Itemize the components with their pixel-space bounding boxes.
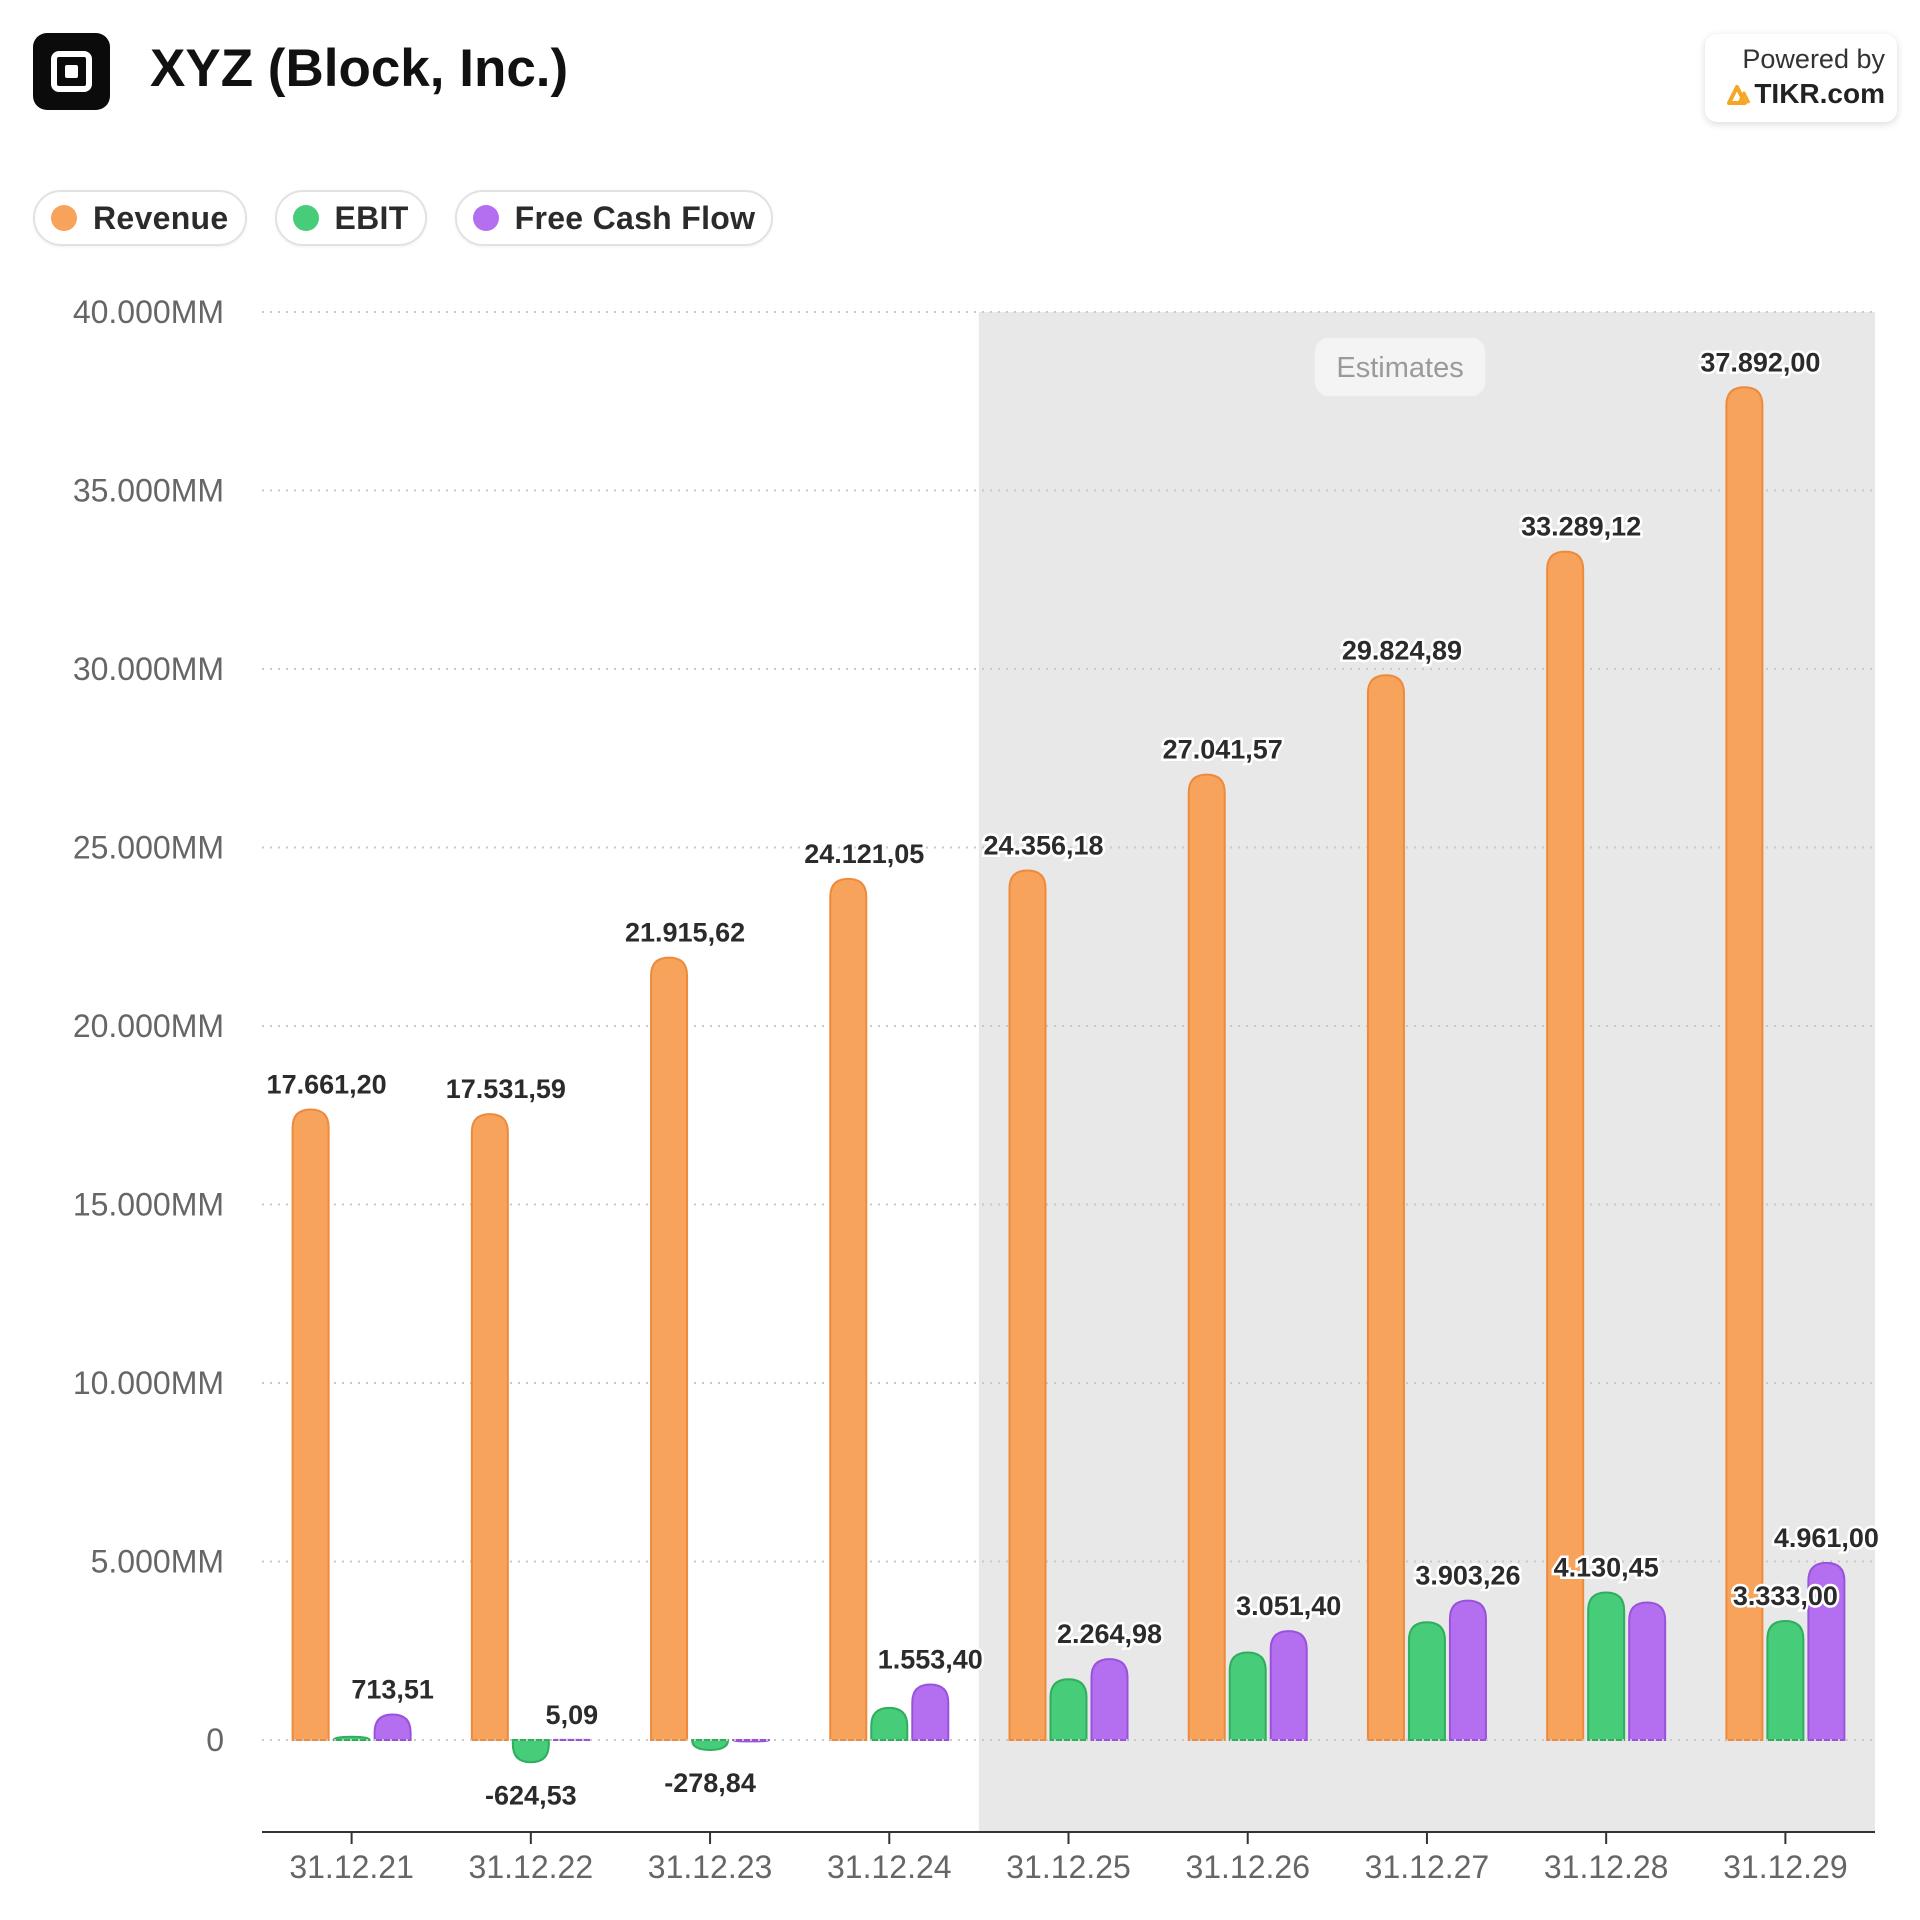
data-label: 4.130,45 (1554, 1553, 1659, 1583)
data-label: -624,53 (485, 1780, 577, 1810)
data-label: 17.661,20 (267, 1069, 387, 1099)
data-label: 21.915,62 (625, 918, 745, 948)
data-label: 29.824,89 (1342, 635, 1462, 665)
legend-label: Revenue (93, 199, 229, 236)
y-tick-label: 15.000MM (73, 1187, 224, 1223)
data-label: 3.051,40 (1236, 1591, 1341, 1621)
revenue-bar[interactable] (1008, 869, 1047, 1741)
data-label: 27.041,57 (1163, 735, 1283, 765)
free-cash-flow-bar[interactable] (373, 1713, 412, 1741)
ebit-dot-icon (292, 205, 319, 231)
y-tick-label: 40.000MM (73, 294, 224, 330)
estimates-label: Estimates (1336, 352, 1463, 384)
free-cash-flow-bar[interactable] (1628, 1601, 1667, 1741)
revenue-bar[interactable] (1725, 386, 1764, 1741)
revenue-bar[interactable] (470, 1113, 509, 1741)
ebit-bar[interactable] (691, 1739, 730, 1751)
powered-by-badge[interactable]: Powered by TIKR.com (1705, 34, 1897, 122)
legend-label: EBIT (334, 199, 409, 236)
data-label: 713,51 (351, 1675, 434, 1705)
ebit-bar[interactable] (1049, 1678, 1088, 1741)
free-cash-flow-dot-icon (472, 205, 499, 231)
revenue-bar[interactable] (829, 877, 868, 1741)
powered-by-text: Powered by (1742, 44, 1885, 74)
x-tick-label: 31.12.27 (1365, 1849, 1490, 1885)
y-tick-label: 35.000MM (73, 473, 224, 509)
data-label: 24.121,05 (804, 839, 924, 869)
x-tick-label: 31.12.24 (827, 1849, 952, 1885)
data-label: 2.264,98 (1057, 1619, 1162, 1649)
data-label: 1.553,40 (878, 1645, 983, 1675)
data-label: 3.333,00 (1733, 1581, 1838, 1611)
x-tick-label: 31.12.22 (469, 1849, 594, 1885)
data-label: 4.961,00 (1774, 1523, 1879, 1553)
x-tick-label: 31.12.29 (1723, 1849, 1848, 1885)
data-label: 37.892,00 (1700, 347, 1820, 377)
y-tick-label: 0 (206, 1722, 224, 1758)
data-label: 24.356,18 (983, 830, 1103, 860)
data-label: 17.531,59 (446, 1074, 566, 1104)
y-tick-label: 30.000MM (73, 651, 224, 687)
legend-item-revenue[interactable]: Revenue (33, 190, 247, 246)
x-tick-label: 31.12.26 (1185, 1849, 1310, 1885)
estimates-badge (1314, 337, 1486, 397)
chart-legend: Revenue EBIT Free Cash Flow (33, 190, 774, 246)
revenue-bar[interactable] (1546, 550, 1585, 1741)
data-label: 33.289,12 (1521, 512, 1641, 542)
free-cash-flow-bar[interactable] (1448, 1599, 1487, 1741)
legend-item-ebit[interactable]: EBIT (274, 190, 427, 246)
legend-label: Free Cash Flow (514, 199, 756, 236)
revenue-bar[interactable] (1366, 674, 1405, 1741)
data-label: 5,09 (546, 1700, 599, 1730)
legend-item-free-cash-flow[interactable]: Free Cash Flow (454, 190, 774, 246)
ebit-bar[interactable] (1587, 1591, 1626, 1741)
revenue-bar[interactable] (650, 956, 689, 1741)
revenue-dot-icon (51, 205, 77, 231)
brand-label: TIKR.com (1754, 78, 1885, 109)
x-tick-label: 31.12.25 (1006, 1849, 1131, 1885)
x-tick-label: 31.12.28 (1544, 1849, 1669, 1885)
tikr-logo-icon (1727, 85, 1751, 105)
page-title: XYZ (Block, Inc.) (150, 39, 569, 98)
ebit-bar[interactable] (1766, 1620, 1805, 1741)
x-tick-label: 31.12.23 (648, 1849, 773, 1885)
data-label: 3.903,26 (1415, 1561, 1520, 1591)
ebit-bar[interactable] (870, 1706, 909, 1741)
y-tick-label: 20.000MM (73, 1008, 224, 1044)
revenue-bar[interactable] (1187, 773, 1226, 1741)
free-cash-flow-bar[interactable] (911, 1683, 950, 1741)
chart-header: XYZ (Block, Inc.) Powered by TIKR.com (0, 0, 1920, 140)
y-tick-label: 5.000MM (91, 1544, 224, 1580)
ebit-bar[interactable] (1228, 1651, 1267, 1741)
data-label: -278,84 (664, 1768, 756, 1798)
free-cash-flow-bar[interactable] (1269, 1630, 1308, 1741)
block-logo-icon (33, 33, 110, 110)
y-tick-label: 25.000MM (73, 830, 224, 866)
free-cash-flow-bar[interactable] (1807, 1561, 1846, 1741)
free-cash-flow-bar[interactable] (1090, 1658, 1129, 1741)
revenue-bar[interactable] (291, 1108, 330, 1741)
tikr-brand: TIKR.com (1727, 78, 1885, 110)
ebit-bar[interactable] (1407, 1621, 1446, 1741)
x-tick-label: 31.12.21 (289, 1849, 414, 1885)
ebit-bar[interactable] (511, 1739, 550, 1764)
y-tick-label: 10.000MM (73, 1365, 224, 1401)
